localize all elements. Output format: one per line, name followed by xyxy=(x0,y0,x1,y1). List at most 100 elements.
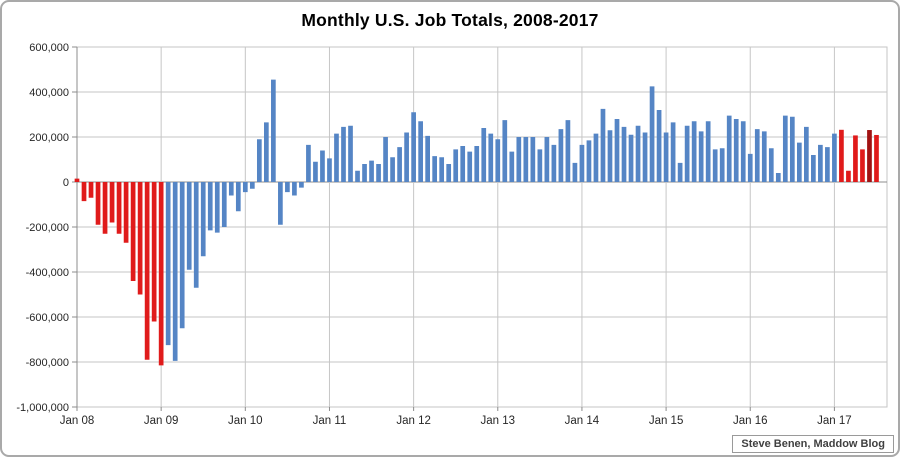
y-axis-label: -600,000 xyxy=(26,312,69,324)
bar xyxy=(249,182,255,189)
bar xyxy=(425,135,430,182)
bar xyxy=(551,144,557,182)
bar xyxy=(228,182,234,196)
bar xyxy=(460,146,466,182)
bar xyxy=(705,121,711,182)
bar xyxy=(740,121,746,182)
bar xyxy=(327,158,332,182)
bar xyxy=(411,112,416,182)
bar xyxy=(271,79,276,182)
bar xyxy=(649,86,655,182)
bar xyxy=(825,147,830,182)
bar xyxy=(446,164,452,182)
bar xyxy=(502,120,508,182)
bar xyxy=(186,182,192,270)
x-axis-label: Jan 08 xyxy=(60,415,95,427)
bar xyxy=(383,137,388,182)
bar xyxy=(292,182,297,196)
bar xyxy=(278,182,283,225)
bar xyxy=(691,121,697,182)
bar xyxy=(874,134,879,182)
bar xyxy=(558,129,564,182)
bar xyxy=(846,170,851,182)
bar xyxy=(151,182,157,322)
bar xyxy=(179,182,185,329)
x-axis-label: Jan 13 xyxy=(481,415,516,427)
bar xyxy=(516,137,522,182)
chart-title: Monthly U.S. Job Totals, 2008-2017 xyxy=(301,10,599,30)
bar xyxy=(832,133,837,182)
bar xyxy=(481,128,487,182)
bar xyxy=(628,134,634,182)
bar xyxy=(747,153,753,182)
bar xyxy=(264,122,269,182)
bar xyxy=(782,115,788,182)
bar xyxy=(684,125,690,182)
bar xyxy=(123,182,129,243)
bar xyxy=(495,139,501,182)
bar xyxy=(306,144,311,182)
bar xyxy=(537,149,543,182)
attribution-label: Steve Benen, Maddow Blog xyxy=(732,435,894,453)
bar xyxy=(348,125,353,182)
bar xyxy=(593,133,599,182)
bar xyxy=(488,133,494,182)
y-axis-label: 200,000 xyxy=(29,132,69,144)
bar xyxy=(256,139,262,182)
bar xyxy=(530,137,536,182)
bar xyxy=(74,178,80,182)
bar xyxy=(235,182,241,212)
bar xyxy=(439,157,445,182)
bar xyxy=(172,182,178,361)
bar xyxy=(158,182,164,366)
bar xyxy=(144,182,150,360)
bar xyxy=(404,132,409,182)
bar xyxy=(397,147,402,182)
bar xyxy=(775,173,781,182)
bar xyxy=(221,182,227,227)
bar xyxy=(453,149,459,182)
bar xyxy=(418,121,423,182)
bar xyxy=(642,132,648,182)
y-axis-label: -200,000 xyxy=(26,222,69,234)
bar xyxy=(670,122,676,182)
x-axis-label: Jan 14 xyxy=(565,415,600,427)
bar xyxy=(796,142,802,182)
bar xyxy=(376,164,381,182)
bar xyxy=(811,155,816,182)
x-axis-label: Jan 12 xyxy=(396,415,431,427)
bar xyxy=(242,182,248,193)
bar xyxy=(200,182,206,257)
bar xyxy=(719,148,725,182)
bar xyxy=(726,115,732,182)
bar xyxy=(207,182,213,231)
bar xyxy=(214,182,220,233)
x-axis-label: Jan 16 xyxy=(733,415,768,427)
bar xyxy=(509,151,515,182)
bar xyxy=(677,162,683,182)
bar xyxy=(698,131,704,182)
bar xyxy=(621,126,627,182)
bar xyxy=(607,130,613,182)
bar xyxy=(467,151,473,182)
bar xyxy=(320,150,325,182)
x-axis-label: Jan 11 xyxy=(313,415,347,427)
bar xyxy=(586,140,592,182)
bar xyxy=(853,135,858,182)
bar xyxy=(635,125,641,182)
bar xyxy=(116,182,122,234)
bar xyxy=(88,182,94,198)
bar xyxy=(818,144,823,182)
bar xyxy=(839,129,844,182)
y-axis-label: 400,000 xyxy=(29,87,69,99)
bar xyxy=(355,170,360,182)
bar xyxy=(544,137,550,182)
bar xyxy=(754,129,760,182)
bar xyxy=(768,148,774,182)
bar xyxy=(193,182,199,288)
bar xyxy=(137,182,143,295)
bar xyxy=(362,164,367,182)
bar xyxy=(579,144,585,182)
